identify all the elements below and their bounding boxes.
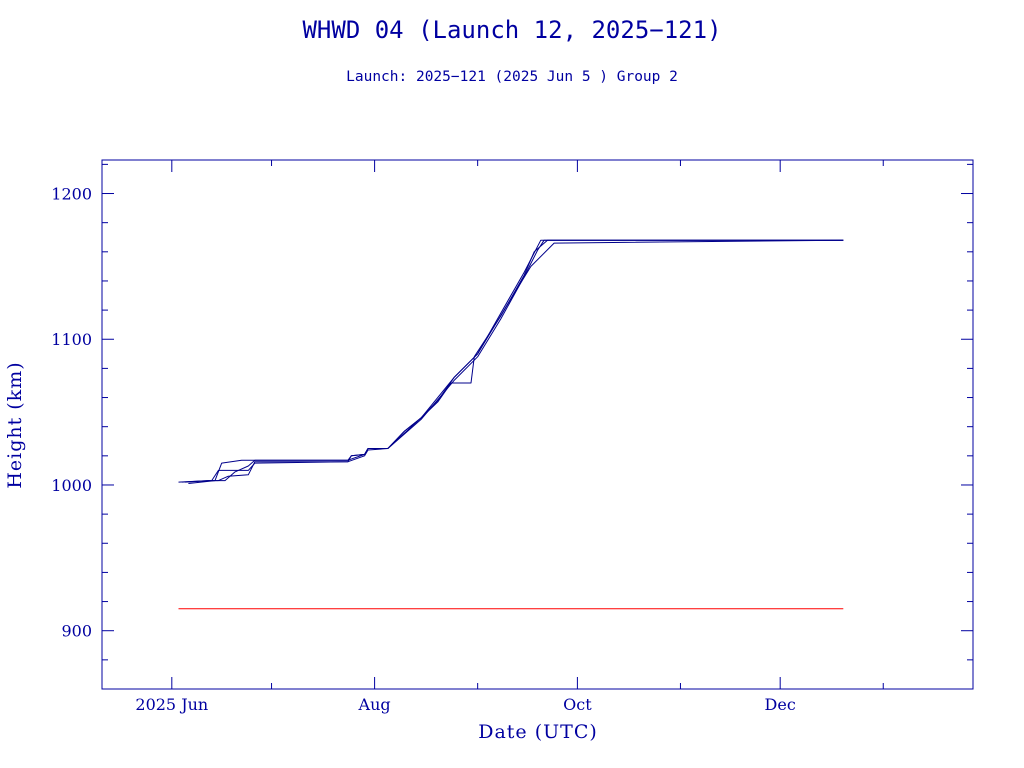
series-line xyxy=(178,239,844,483)
chart-title: WHWD 04 (Launch 12, 2025−121) xyxy=(302,16,721,44)
y-tick-label: 1000 xyxy=(51,476,92,495)
x-axis-label: Date (UTC) xyxy=(478,721,598,743)
x-tick-labels: 2025 Jun Aug Oct Dec xyxy=(135,695,795,714)
chart-subtitle: Launch: 2025−121 (2025 Jun 5 ) Group 2 xyxy=(346,69,678,85)
y-tick-label: 1100 xyxy=(51,330,92,349)
y-tick-labels: 900 1000 1100 1200 xyxy=(51,185,92,641)
y-tick-label: 1200 xyxy=(51,185,92,204)
series-line xyxy=(181,239,844,483)
x-tick-label: Aug xyxy=(358,695,391,714)
plot-frame xyxy=(101,159,974,690)
y-axis-label: Height (km) xyxy=(4,361,26,488)
data-series xyxy=(178,239,844,610)
series-line xyxy=(188,239,844,484)
x-tick-label: Oct xyxy=(563,695,592,714)
y-tick-label: 900 xyxy=(61,622,92,641)
x-tick-label: 2025 Jun xyxy=(135,695,208,714)
series-line xyxy=(185,239,844,483)
axis-ticks xyxy=(102,160,973,690)
x-tick-label: Dec xyxy=(765,695,796,714)
